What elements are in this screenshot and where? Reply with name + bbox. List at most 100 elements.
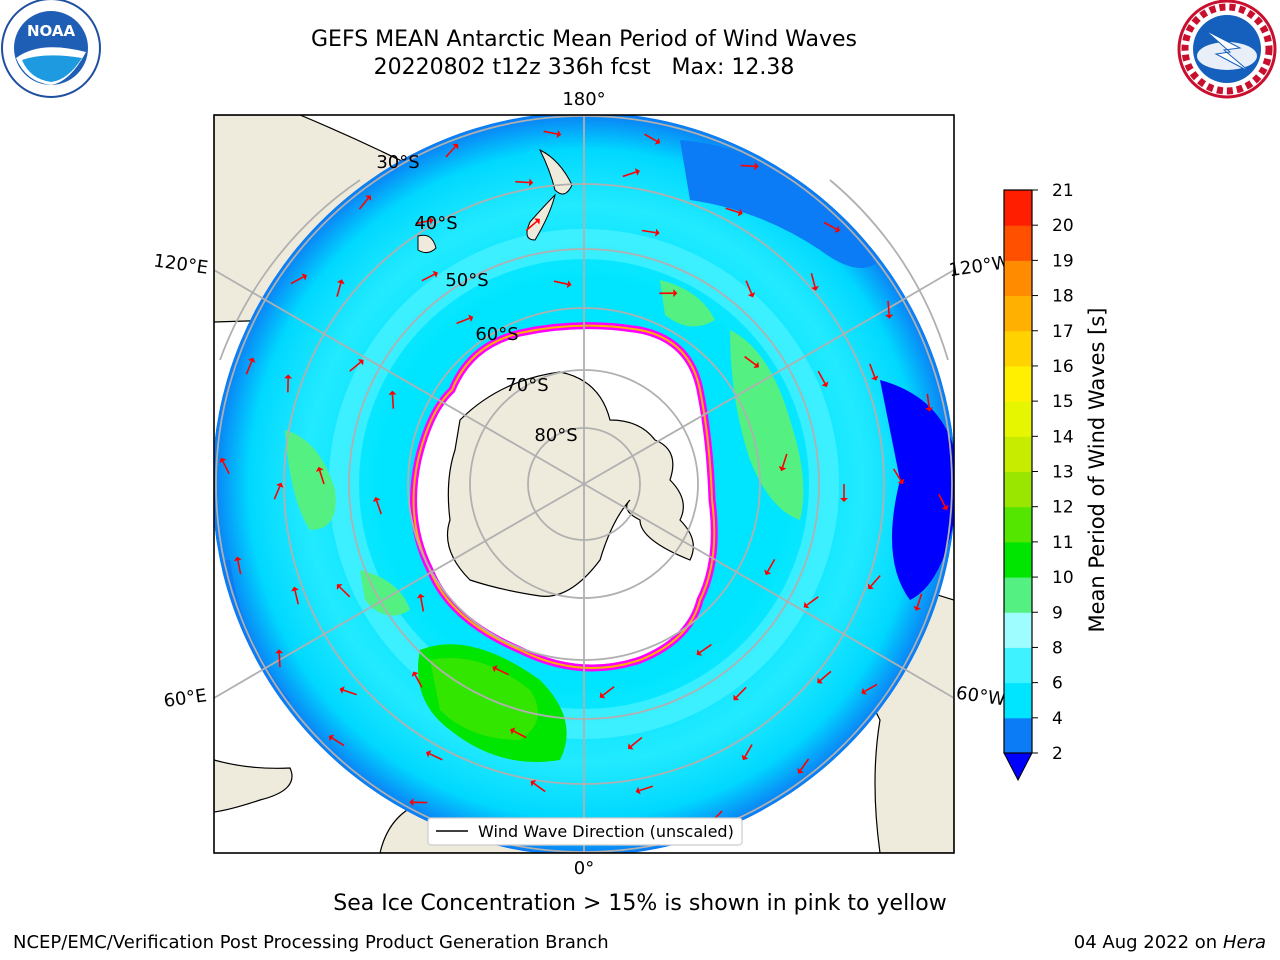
colorbar-segment: [1004, 541, 1032, 578]
wave-direction-arrowhead: [741, 754, 749, 761]
wave-direction-arrow: [456, 317, 470, 325]
credit-text: NCEP/EMC/Verification Post Processing Pr…: [13, 932, 609, 953]
wave-direction-arrow: [641, 229, 656, 234]
wave-patch: [730, 330, 804, 520]
wave-direction-arrow: [445, 146, 456, 158]
wave-direction-arrowhead: [941, 504, 949, 511]
wave-direction-arrow: [926, 393, 930, 408]
wave-direction-arrow: [553, 280, 568, 285]
wave-direction-arrowhead: [635, 786, 641, 795]
date-text: 04 Aug 2022 on Hera: [1073, 932, 1266, 953]
wave-direction-arrow: [735, 686, 747, 698]
wave-direction-arrow: [429, 753, 443, 761]
lon-label: 60°W: [955, 683, 1007, 711]
wave-direction-arrow: [273, 485, 281, 500]
wave-direction-arrowhead: [870, 375, 879, 381]
lat-label: 30°S: [376, 152, 419, 173]
wave-direction-arrowhead: [248, 357, 256, 363]
noaa-logo: NOAA: [1, 0, 101, 98]
colorbar-tick-label: 8: [1052, 638, 1063, 658]
wave-direction-arrowhead: [797, 767, 804, 774]
wave-direction-arrow: [421, 273, 435, 282]
wave-direction-arrow: [290, 276, 304, 285]
wave-direction-arrowhead: [811, 285, 819, 291]
wave-direction-arrow: [745, 280, 753, 294]
colorbar-segment: [1004, 682, 1032, 719]
wave-direction-arrowhead: [556, 130, 562, 138]
wave-direction-arrow: [806, 596, 819, 606]
map-frame: [213, 114, 955, 854]
wave-direction-arrowhead: [452, 143, 459, 150]
wave-direction-arrowhead: [409, 798, 414, 807]
wave-direction-arrow: [602, 686, 615, 696]
wave-direction-arrowhead: [867, 583, 874, 590]
wave-direction-arrowhead: [336, 279, 345, 285]
colorbar-tick-label: 14: [1052, 427, 1074, 447]
lat-label: 50°S: [445, 270, 488, 291]
wave-direction-arrowhead: [530, 780, 537, 787]
wave-direction-arrowhead: [328, 734, 335, 742]
noaa-logo-text: NOAA: [27, 22, 76, 40]
wave-direction-arrowhead: [233, 556, 242, 562]
wave-direction-arrow: [817, 370, 826, 384]
colorbar-tick-label: 17: [1052, 322, 1074, 342]
wave-direction-arrowhead: [468, 314, 474, 323]
lon-label: 60°E: [162, 685, 208, 712]
wave-direction-arrow: [525, 220, 538, 232]
wave-direction-arrowhead: [291, 586, 299, 592]
wave-direction-arrowhead: [357, 359, 364, 366]
low-period-region-2: [680, 140, 880, 268]
wave-direction-arrowhead: [411, 671, 419, 677]
colorbar-tick-label: 21: [1052, 181, 1074, 201]
colorbar-tick-label: 19: [1052, 251, 1074, 271]
colorbar-tick-label: 13: [1052, 463, 1074, 483]
colorbar-tick-label: 15: [1052, 392, 1074, 412]
wave-direction-arrowhead: [529, 178, 534, 187]
wave-direction-arrowhead: [566, 280, 572, 289]
wave-direction-arrowhead: [817, 677, 823, 684]
wave-direction-arrow: [375, 500, 382, 515]
wave-direction-arrowhead: [416, 593, 425, 599]
host-name: Hera: [1222, 932, 1266, 953]
wave-direction-arrowhead: [834, 225, 840, 233]
lon-label: 120°W: [947, 252, 1011, 281]
graticule: [215, 115, 953, 853]
wave-direction-arrow: [414, 674, 423, 688]
wave-direction-arrow: [391, 394, 395, 409]
wave-direction-arrowhead: [747, 292, 756, 298]
wave-direction-arrowhead: [634, 168, 640, 176]
wave-direction-arrowhead: [336, 584, 343, 590]
colorbar-segment: [1004, 260, 1032, 297]
wave-direction-arrow: [699, 643, 712, 654]
low-period-region: [880, 380, 954, 600]
map-area: [214, 115, 954, 853]
wave-direction-arrowhead: [388, 390, 397, 395]
wind-wave-arrows: [219, 130, 949, 838]
wave-direction-arrowhead: [301, 273, 307, 281]
wave-direction-arrow: [533, 782, 546, 793]
colorbar-segment: [1004, 612, 1032, 648]
wave-direction-arrow: [938, 493, 946, 508]
wave-direction-arrow: [513, 730, 527, 739]
colorbar-tick-label: 11: [1052, 533, 1074, 553]
wave-direction-arrowhead: [372, 497, 381, 503]
wave-direction-arrowhead: [840, 498, 848, 502]
wave-direction-arrowhead: [885, 314, 894, 319]
wave-direction-arrowhead: [599, 692, 606, 699]
wave-direction-arrow: [744, 355, 757, 366]
wave-direction-arrow: [339, 586, 351, 598]
wave-direction-arrowhead: [276, 482, 284, 488]
wave-direction-arrow: [892, 468, 902, 482]
wave-direction-arrow: [495, 668, 509, 676]
colorbar-tick-label: 12: [1052, 498, 1074, 518]
wave-direction-arrowhead: [861, 687, 867, 695]
wave-direction-arrow: [823, 221, 837, 230]
colorbar: 2 4 6 8 9 10 11 12 13 14 15 16 17 18 19 20 21: [1003, 181, 1074, 782]
antarctica-land: [446, 371, 694, 597]
wave-direction-arrowhead: [733, 694, 740, 701]
wave-direction-arrow: [864, 683, 878, 693]
wave-direction-arrow: [415, 219, 430, 225]
wave-direction-arrow: [222, 460, 230, 475]
colorbar-segment: [1004, 717, 1032, 754]
wave-direction-arrow: [744, 744, 753, 758]
